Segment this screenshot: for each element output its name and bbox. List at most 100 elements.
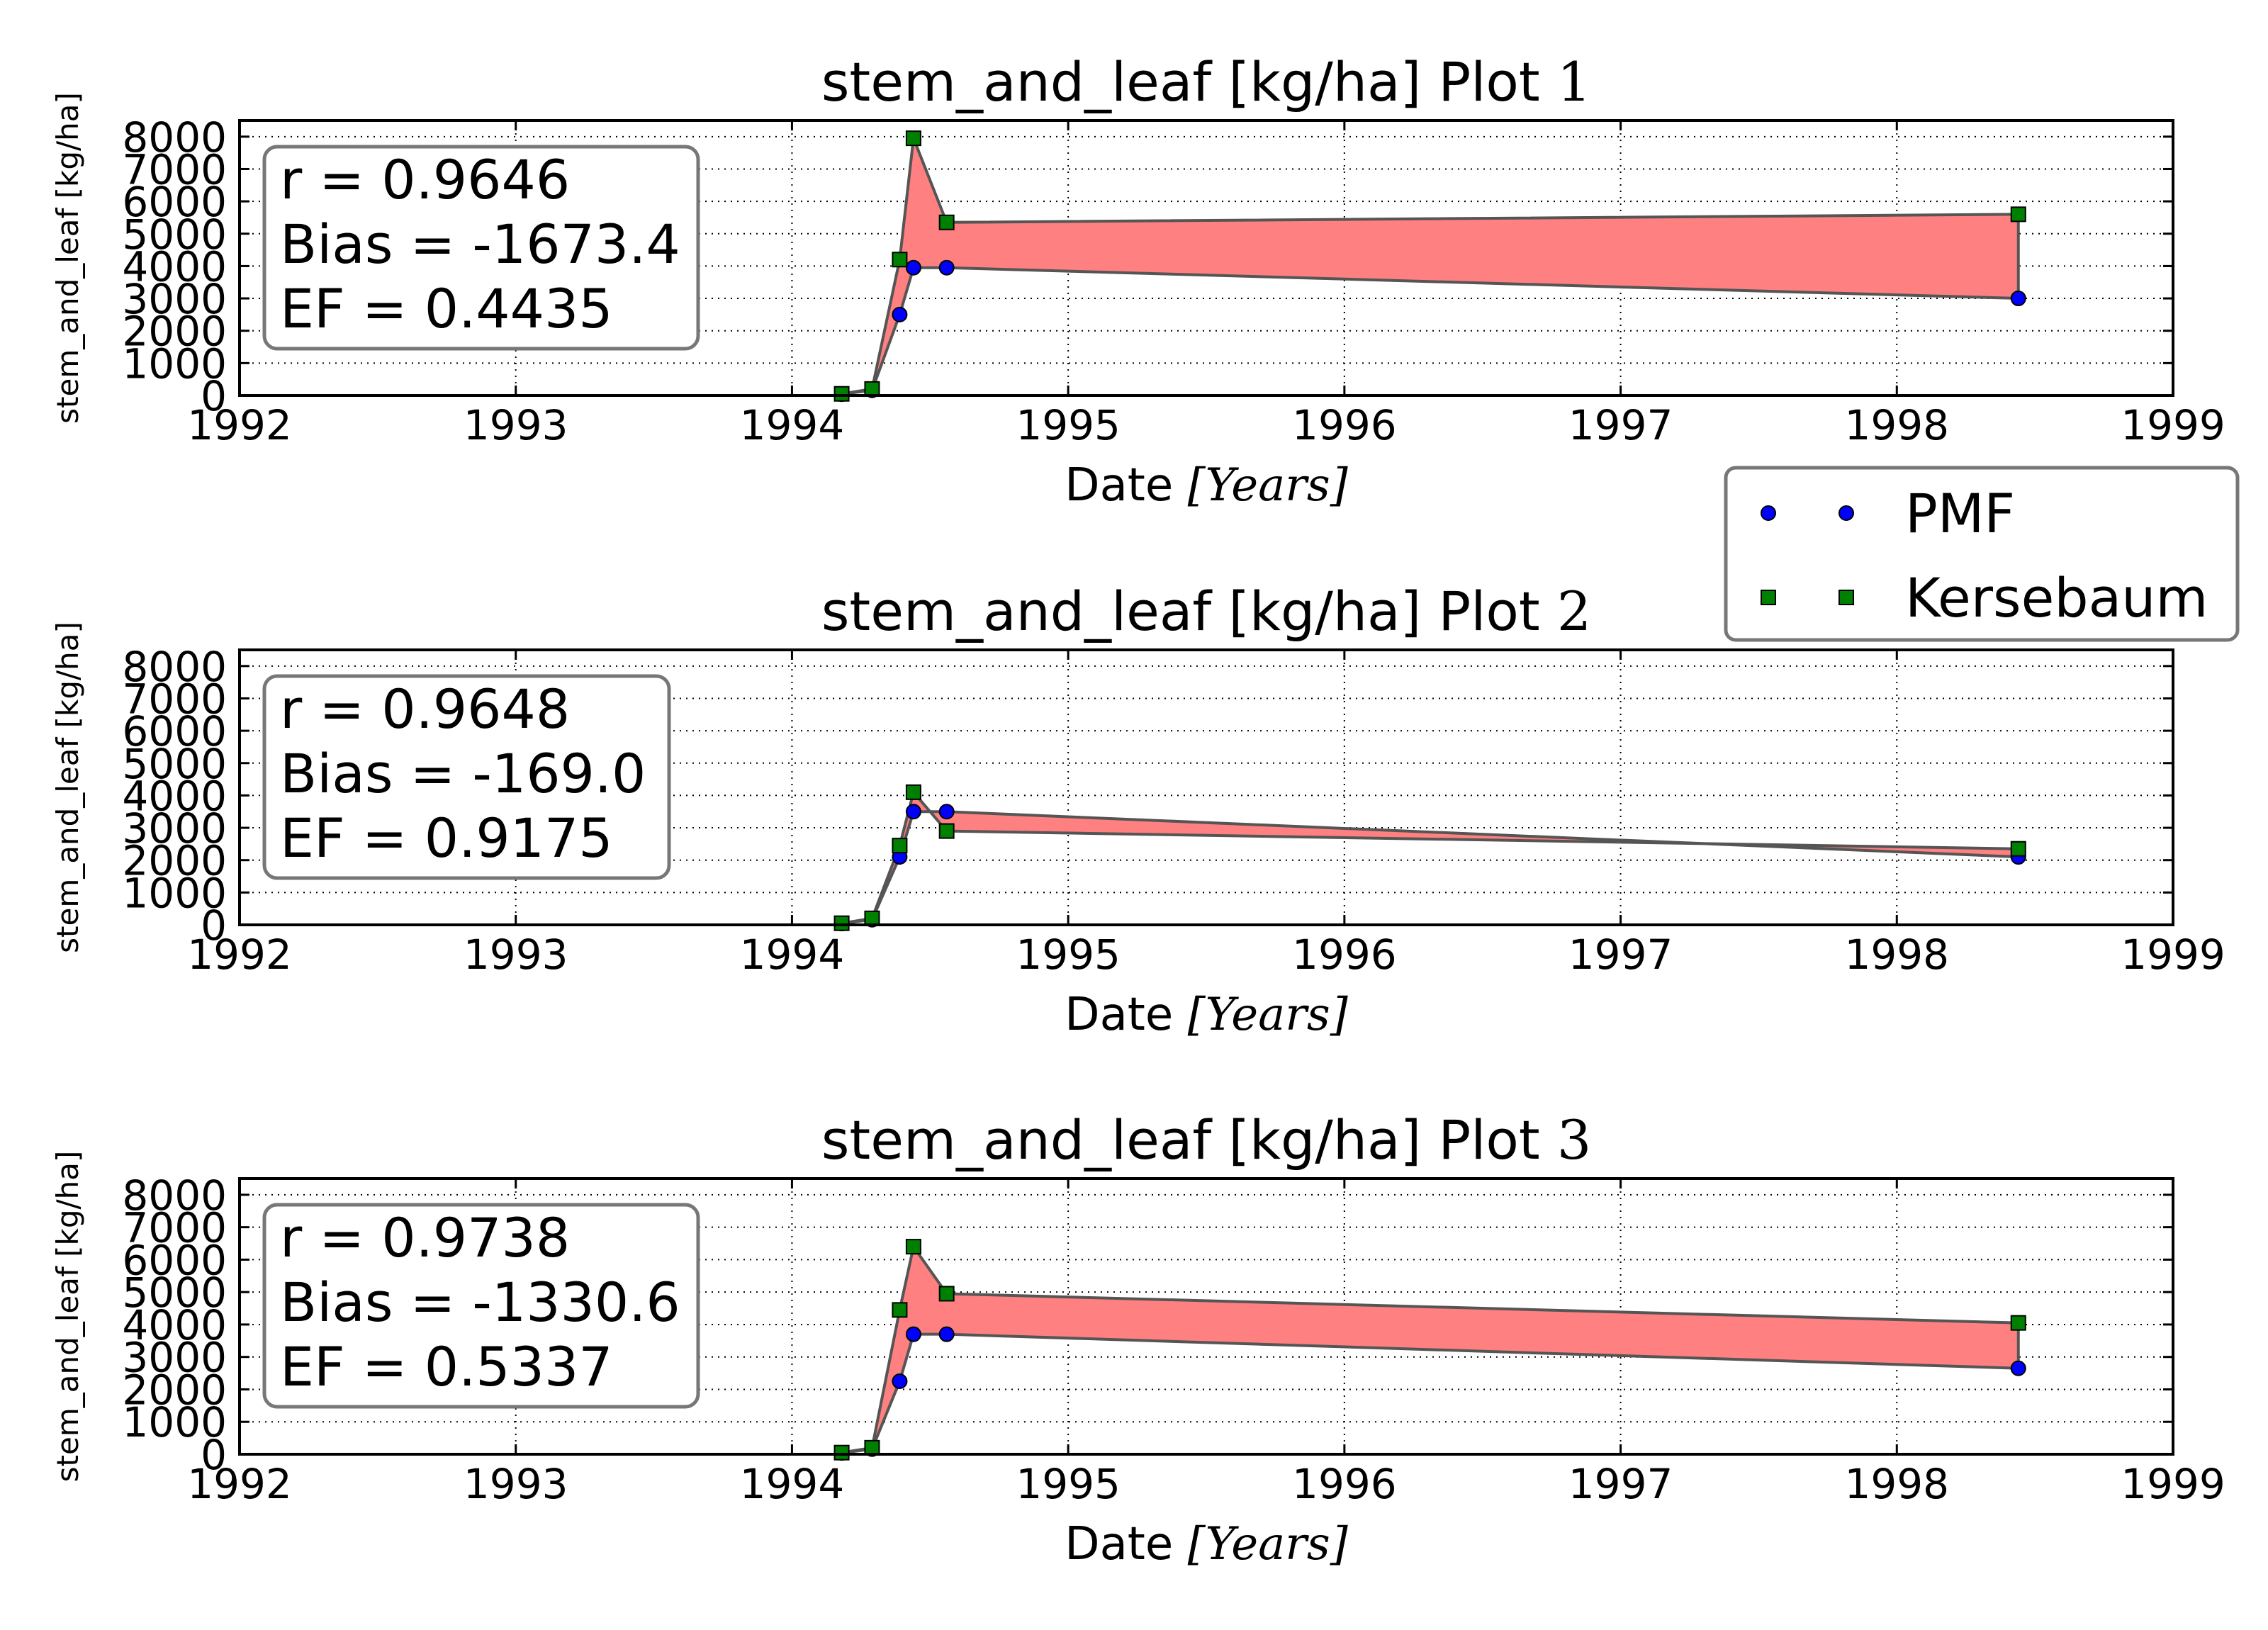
legend-marker-circle: [1761, 505, 1776, 521]
kersebaum-point: [2010, 206, 2026, 223]
panel-1: 1992 1993 1994 1995 1996 1997 1998 1999 01000200…: [50, 50, 2225, 512]
y-tick-label: 3000: [122, 804, 227, 853]
axes-frame: [238, 119, 2174, 397]
x-tick-label: 1994: [740, 1460, 845, 1508]
pmf-point: [892, 1373, 908, 1390]
x-axis-label-text: Date: [1065, 1518, 1187, 1570]
y-tick-label: 0: [201, 901, 227, 950]
y-tick-label: 5000: [122, 1269, 227, 1317]
stats-line: EF = 0.4435: [280, 277, 613, 340]
axes-frame: [238, 1177, 2174, 1456]
y-tick-label: 6000: [122, 178, 227, 226]
pmf-point: [2010, 1360, 2026, 1376]
x-tick-label: 1998: [1844, 401, 1949, 449]
stats-line: r = 0.9646: [280, 148, 570, 211]
chart-title-number: 3: [1557, 1108, 1591, 1171]
panel-2: 1992 1993 1994 1995 1996 1997 1998 1999 01000200…: [50, 580, 2225, 1041]
x-tick-label: 1995: [1016, 401, 1121, 449]
x-tick-label: 1996: [1292, 1460, 1397, 1508]
kersebaum-point: [2010, 1315, 2026, 1331]
y-tick-label: 8000: [122, 643, 227, 691]
y-tick-label: 8000: [122, 1171, 227, 1220]
x-axis-label: Date [Years]: [1065, 459, 1348, 512]
y-tick-label: 7000: [122, 145, 227, 193]
pmf-point: [938, 1326, 955, 1342]
legend-label: PMF: [1905, 482, 2015, 545]
y-axis-label: stem_and_leaf [kg/ha]: [50, 92, 85, 424]
x-tick-label: 1993: [464, 401, 568, 449]
legend-marker-square: [1838, 590, 1854, 605]
y-tick-label: 4000: [122, 772, 227, 820]
stats-line: r = 0.9738: [280, 1206, 570, 1269]
pmf-point: [905, 259, 921, 276]
x-tick-label: 1999: [2121, 931, 2225, 979]
kersebaum-point: [833, 915, 850, 931]
pmf-point: [938, 259, 955, 276]
x-tick-label: 1992: [187, 1460, 292, 1508]
x-tick-label: 1997: [1568, 1460, 1673, 1508]
chart-title-text: stem_and_leaf [kg/ha] Plot: [821, 580, 1557, 643]
legend-label: Kersebaum: [1905, 566, 2208, 629]
x-tick-label: 1992: [187, 931, 292, 979]
y-tick-label: 6000: [122, 1236, 227, 1284]
y-tick-label: 1000: [122, 339, 227, 388]
kersebaum-point: [2010, 841, 2026, 857]
chart-title-text: stem_and_leaf [kg/ha] Plot: [821, 50, 1557, 113]
x-axis-label-text: Date: [1065, 459, 1187, 512]
y-tick-label: 4000: [122, 242, 227, 291]
kersebaum-point: [905, 130, 921, 147]
stats-line: EF = 0.5337: [280, 1335, 613, 1398]
y-tick-label: 0: [201, 372, 227, 420]
kersebaum-point: [892, 838, 908, 854]
pmf-point: [905, 804, 921, 820]
pmf-point: [938, 804, 955, 820]
chart-title-text: stem_and_leaf [kg/ha] Plot: [821, 1108, 1557, 1171]
chart-title-number: 1: [1557, 50, 1591, 113]
x-axis-label: Date [Years]: [1065, 1518, 1348, 1570]
y-tick-label: 7000: [122, 675, 227, 723]
x-tick-label: 1995: [1016, 1460, 1121, 1508]
kersebaum-point: [864, 381, 880, 397]
x-tick-label: 1993: [464, 1460, 568, 1508]
x-tick-label: 1996: [1292, 401, 1397, 449]
y-tick-label: 3000: [122, 275, 227, 323]
stats-line: EF = 0.9175: [280, 806, 613, 870]
kersebaum-point: [938, 1286, 955, 1302]
kersebaum-point: [892, 1302, 908, 1318]
kersebaum-point: [864, 1439, 880, 1456]
chart-title: stem_and_leaf [kg/ha] Plot 2: [821, 580, 1591, 643]
y-tick-label: 2000: [122, 837, 227, 885]
stats-line: Bias = -1673.4: [280, 213, 680, 276]
legend: PMF Kersebaum: [1724, 466, 2240, 642]
x-tick-label: 1992: [187, 401, 292, 449]
x-axis-label-unit: [Years]: [1188, 1518, 1349, 1570]
x-tick-label: 1998: [1844, 1460, 1949, 1508]
x-tick-label: 1997: [1568, 931, 1673, 979]
x-axis-label: Date [Years]: [1065, 989, 1348, 1041]
y-tick-label: 7000: [122, 1204, 227, 1252]
y-axis-label: stem_and_leaf [kg/ha]: [50, 1151, 85, 1483]
kersebaum-point: [905, 784, 921, 800]
y-tick-label: 0: [201, 1431, 227, 1479]
pmf-point: [2010, 291, 2026, 307]
legend-marker-circle: [1838, 505, 1854, 521]
legend-marker-square: [1761, 590, 1776, 605]
x-axis-label-unit: [Years]: [1188, 989, 1349, 1041]
x-tick-label: 1994: [740, 931, 845, 979]
kersebaum-point: [864, 910, 880, 926]
stats-box: [262, 145, 700, 351]
kersebaum-point: [833, 1444, 850, 1461]
x-tick-label: 1995: [1016, 931, 1121, 979]
stats-line: r = 0.9648: [280, 678, 570, 741]
pmf-point: [905, 1326, 921, 1342]
x-tick-label: 1996: [1292, 931, 1397, 979]
y-tick-label: 2000: [122, 1366, 227, 1414]
y-tick-label: 5000: [122, 210, 227, 259]
y-tick-label: 2000: [122, 308, 227, 356]
kersebaum-point: [938, 823, 955, 839]
stats-box: [262, 1203, 700, 1409]
y-axis-label: stem_and_leaf [kg/ha]: [50, 622, 85, 953]
y-tick-label: 1000: [122, 1398, 227, 1446]
x-tick-label: 1994: [740, 401, 845, 449]
